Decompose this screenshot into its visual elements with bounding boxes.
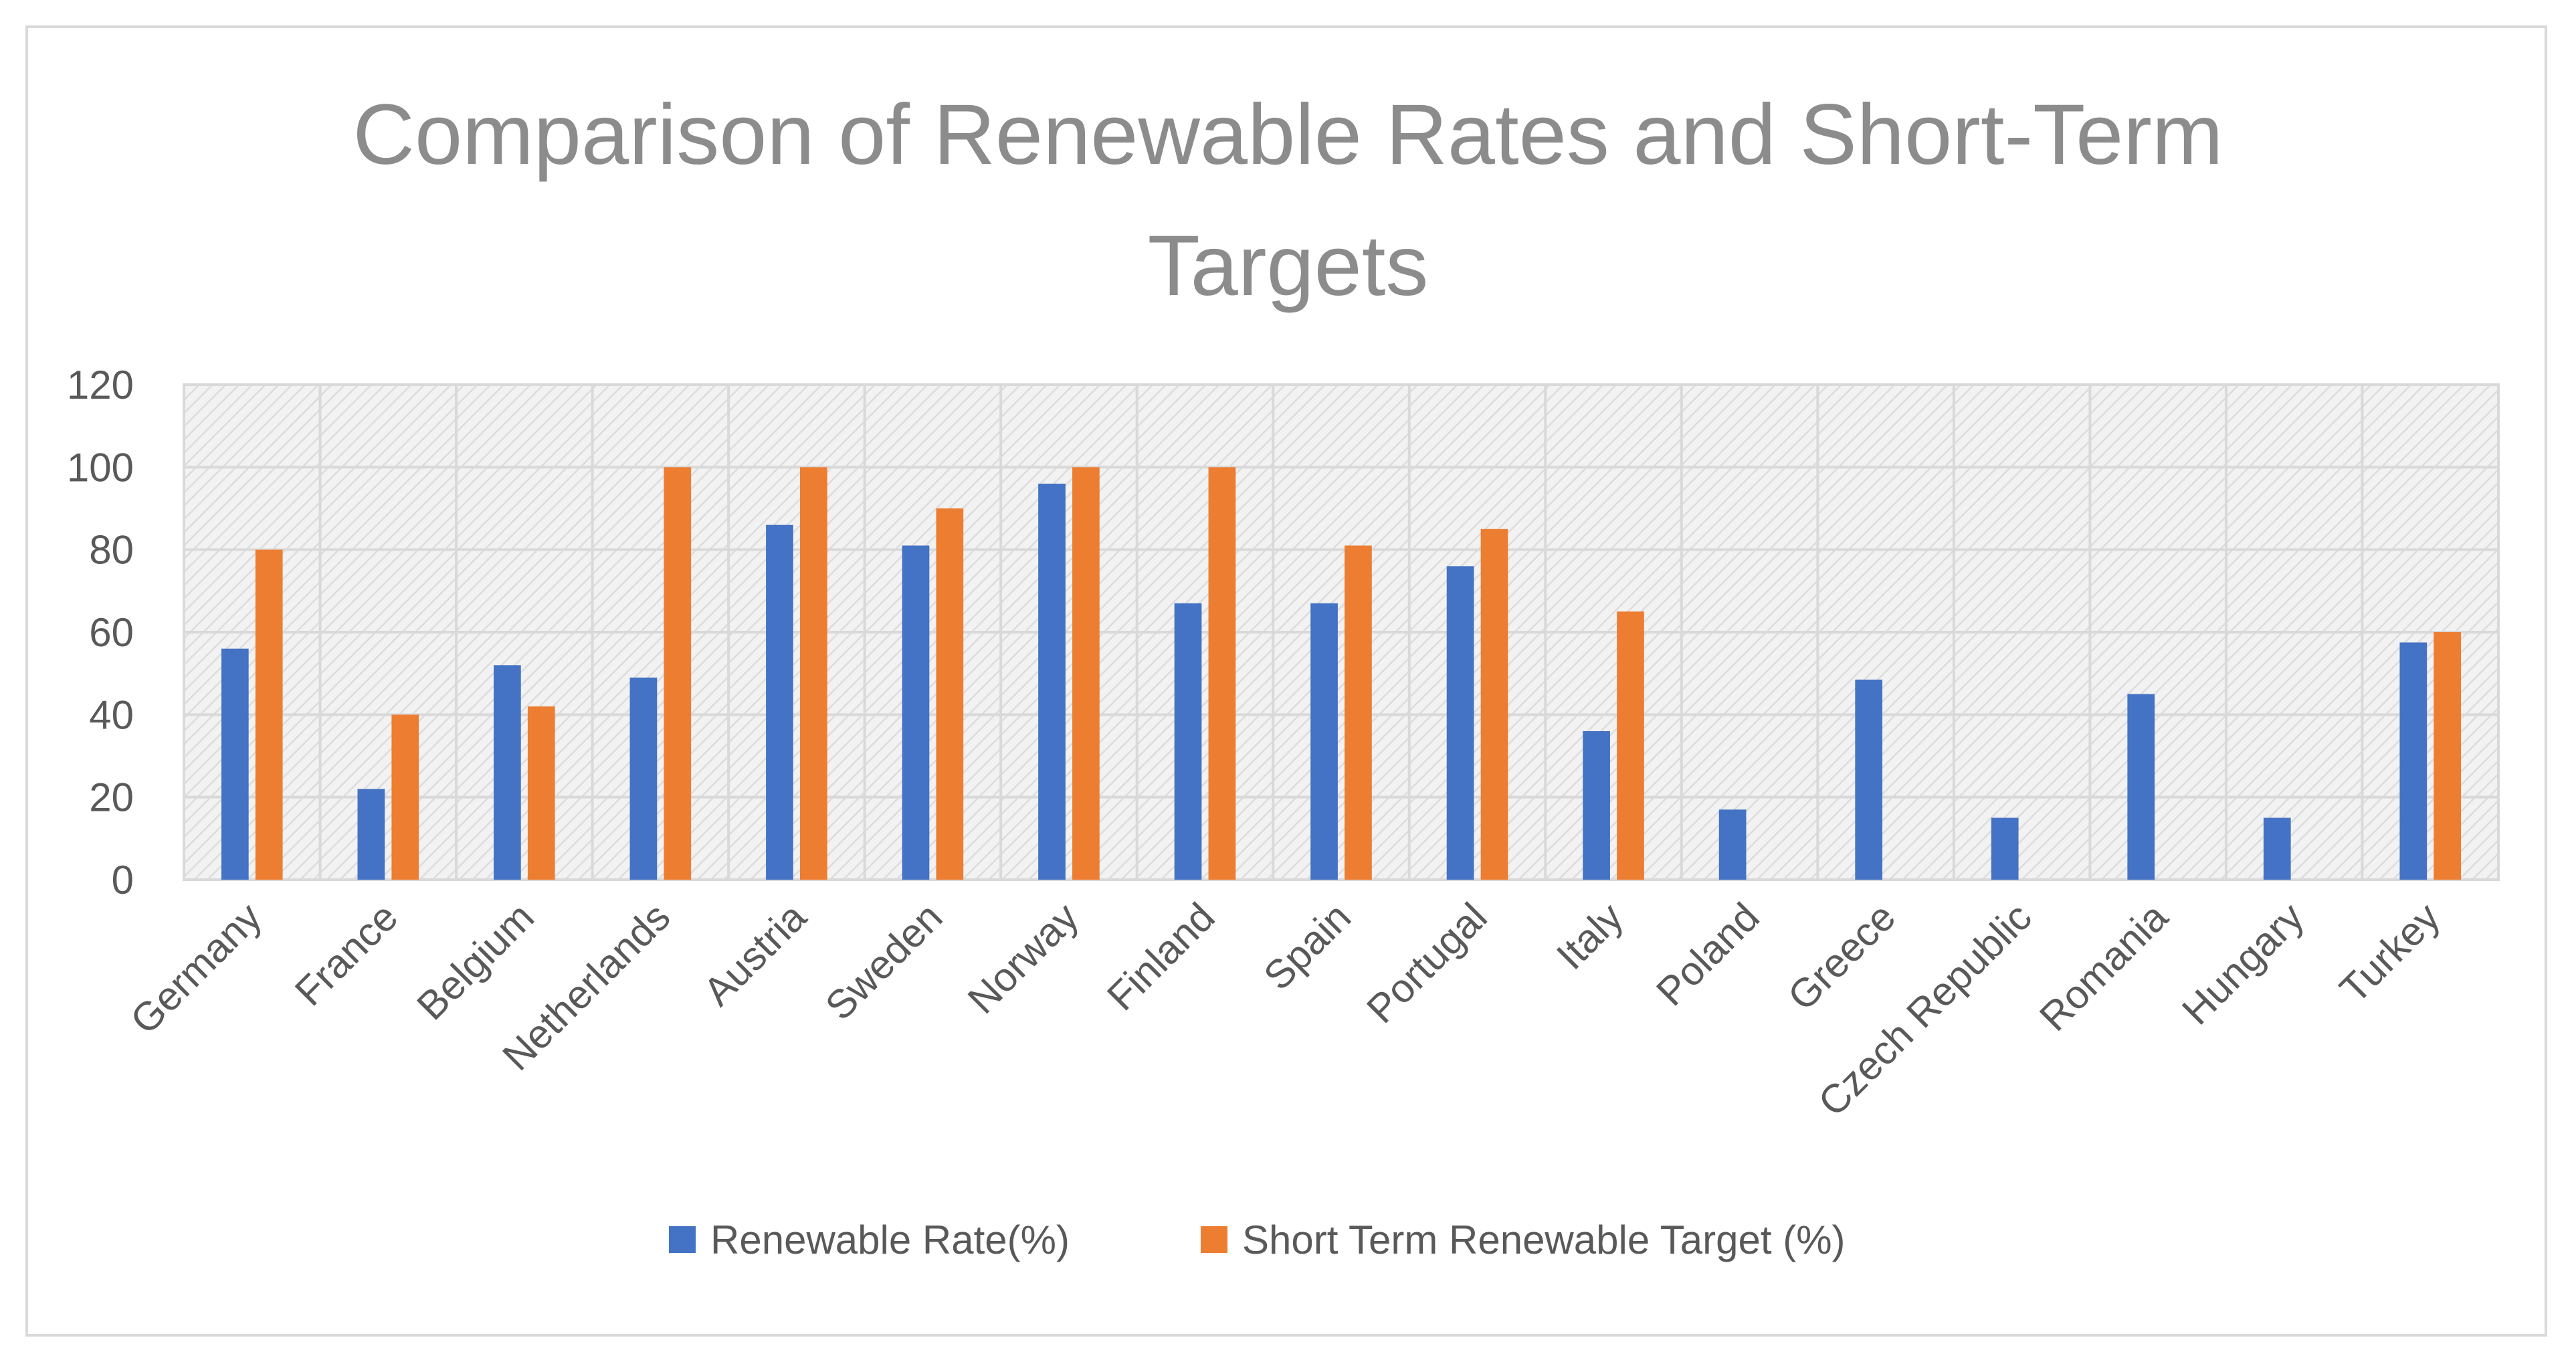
bar-renewable-rate-greece: [1855, 679, 1883, 880]
bar-short-term-target-netherlands: [664, 467, 692, 880]
bar-renewable-rate-germany: [221, 648, 249, 880]
bar-renewable-rate-portugal: [1446, 566, 1474, 880]
bar-renewable-rate-norway: [1038, 484, 1066, 880]
bar-short-term-target-belgium: [527, 706, 555, 880]
bar-renewable-rate-romania: [2127, 694, 2155, 880]
bar-renewable-rate-austria: [766, 524, 793, 880]
x-category-label: Hungary: [2173, 894, 2312, 1034]
bar-renewable-rate-italy: [1583, 731, 1610, 880]
x-category-label: Austria: [695, 894, 815, 1014]
legend-label: Renewable Rate(%): [710, 1218, 1070, 1262]
y-tick-label: 20: [89, 775, 134, 820]
x-category-label: Germany: [122, 894, 270, 1043]
bar-renewable-rate-finland: [1174, 603, 1202, 880]
bar-renewable-rate-france: [357, 789, 385, 880]
y-tick-label: 120: [67, 363, 134, 407]
bar-renewable-rate-sweden: [902, 545, 930, 880]
bar-renewable-rate-poland: [1718, 809, 1747, 880]
bar-short-term-target-norway: [1072, 467, 1100, 880]
y-tick-label: 100: [67, 445, 134, 490]
x-category-label: France: [286, 894, 406, 1014]
bar-renewable-rate-belgium: [494, 665, 521, 880]
bar-short-term-target-spain: [1345, 545, 1372, 880]
x-category-label: Turkey: [2331, 894, 2448, 1011]
y-axis-tick-labels: 0 20 40 60 80 100 120: [67, 363, 134, 902]
x-category-label: Portugal: [1358, 894, 1495, 1032]
bar-renewable-rate-spain: [1310, 603, 1338, 880]
bar-short-term-target-turkey: [2434, 632, 2462, 880]
bars: [221, 467, 2462, 880]
bar-short-term-target-germany: [255, 549, 283, 880]
legend-label: Short Term Renewable Target (%): [1242, 1218, 1846, 1262]
bar-renewable-rate-czech-republic: [1991, 817, 2019, 880]
x-category-label: Belgium: [408, 894, 542, 1029]
bar-short-term-target-france: [391, 714, 419, 880]
bar-short-term-target-portugal: [1480, 528, 1508, 880]
y-tick-label: 40: [89, 692, 134, 737]
legend-swatch: [1201, 1226, 1227, 1253]
x-category-label: Poland: [1648, 894, 1767, 1014]
x-category-label: Sweden: [817, 894, 951, 1029]
x-category-label: Romania: [2031, 894, 2177, 1040]
legend-swatch: [669, 1226, 696, 1253]
x-category-label: Greece: [1779, 894, 1904, 1019]
bar-short-term-target-italy: [1617, 611, 1644, 880]
bar-renewable-rate-turkey: [2399, 642, 2428, 880]
legend: Renewable Rate(%) Short Term Renewable Ta…: [669, 1218, 1846, 1262]
y-tick-label: 0: [112, 858, 134, 902]
x-category-label: Italy: [1548, 894, 1631, 978]
x-category-label: Finland: [1098, 894, 1223, 1019]
bar-short-term-target-austria: [799, 467, 827, 880]
bar-short-term-target-sweden: [936, 508, 964, 880]
bar-renewable-rate-hungary: [2263, 817, 2291, 880]
x-category-label: Norway: [959, 894, 1087, 1022]
gridlines: [183, 383, 2500, 881]
y-tick-label: 60: [89, 610, 134, 655]
bar-renewable-rate-netherlands: [629, 677, 658, 880]
bar-short-term-target-finland: [1208, 467, 1236, 880]
y-tick-label: 80: [89, 528, 134, 573]
x-category-label: Spain: [1255, 894, 1359, 999]
